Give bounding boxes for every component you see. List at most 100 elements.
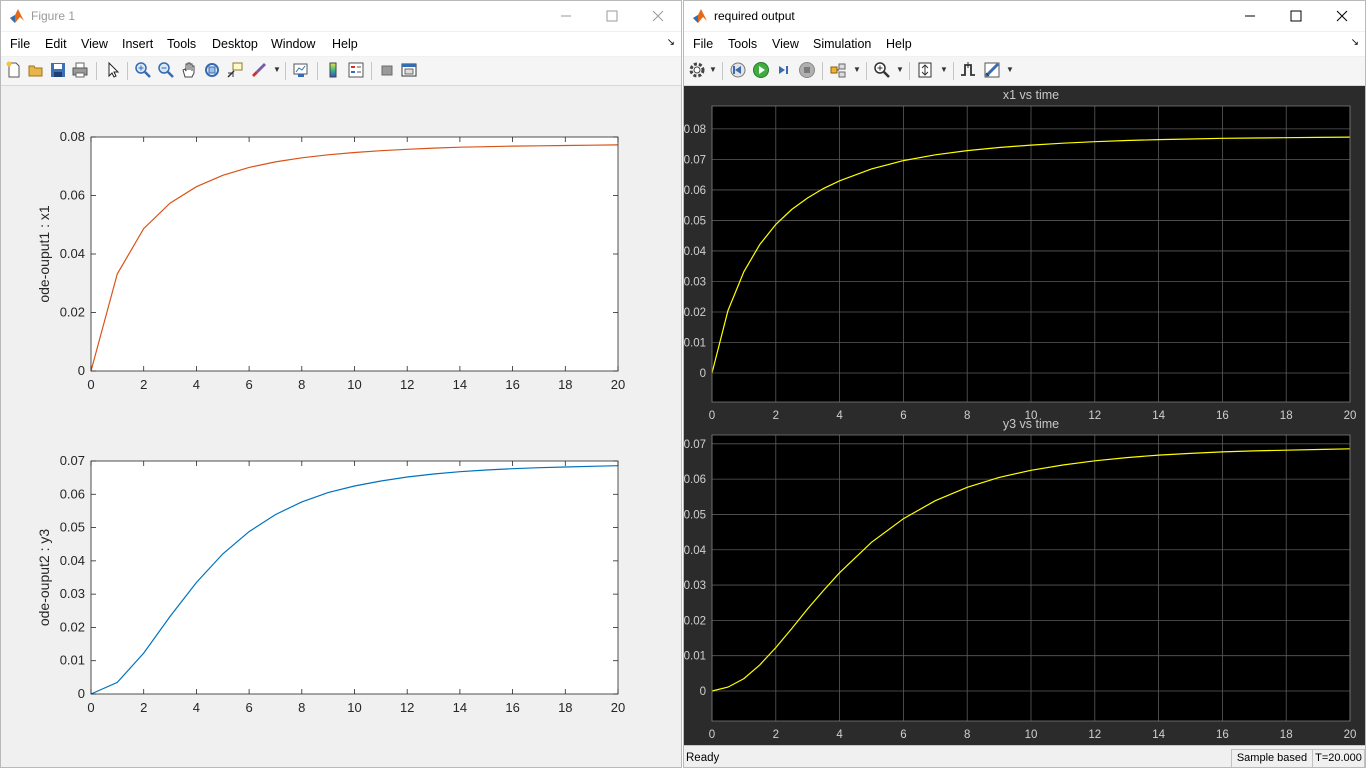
brush-icon[interactable] [250, 61, 268, 79]
measurements-dropdown-icon[interactable]: ▼ [1006, 65, 1014, 74]
figure-canvas: 0 2 4 6 8 10 12 14 16 18 20 0 0.02 0.04 0.06 0.08 ode-ou… [3, 93, 681, 767]
menu-view[interactable]: View [81, 37, 108, 51]
scale-dropdown-icon[interactable]: ▼ [940, 65, 948, 74]
link-plot-icon[interactable] [292, 61, 310, 79]
stop-icon[interactable] [798, 61, 816, 79]
zoom-dropdown-icon[interactable]: ▼ [896, 65, 904, 74]
status-ready: Ready [686, 752, 720, 764]
maximize-button[interactable] [589, 1, 635, 31]
chart-1: 0 2 4 6 8 10 12 14 16 18 20 0 0.01 0.02 0.03 0.04 0.05 0.… [36, 453, 625, 715]
settings-dropdown-icon[interactable]: ▼ [709, 65, 717, 74]
x-tick-label: 16 [1216, 729, 1229, 741]
measurements-icon[interactable] [983, 61, 1001, 79]
x-tick-label: 4 [193, 700, 200, 715]
y-tick-label: 0.06 [684, 185, 706, 197]
pan-icon[interactable] [180, 61, 198, 79]
y-tick-label: 0 [78, 686, 85, 701]
y-tick-label: 0.05 [684, 509, 706, 521]
x-tick-label: 14 [1152, 729, 1165, 741]
x-tick-label: 0 [87, 700, 94, 715]
legend-icon[interactable] [347, 61, 365, 79]
minimize-button[interactable] [543, 1, 589, 31]
brush-dropdown-icon[interactable]: ▼ [273, 65, 281, 74]
step-back-icon[interactable] [729, 61, 747, 79]
y-tick-label: 0.04 [684, 545, 707, 557]
y-axis-label: ode-ouput2 : y3 [36, 529, 52, 627]
x-tick-label: 20 [1344, 410, 1357, 422]
menu-help[interactable]: Help [332, 37, 358, 51]
x-tick-label: 16 [1216, 410, 1229, 422]
window-title: Figure 1 [31, 9, 76, 23]
menu-file[interactable]: File [10, 37, 31, 51]
plot-frame [90, 136, 619, 372]
y-tick-label: 0.07 [60, 453, 85, 468]
highlight-block-icon[interactable] [829, 61, 847, 79]
minimize-icon [1245, 15, 1255, 17]
scale-axes-icon[interactable] [916, 61, 934, 79]
settings-icon[interactable] [688, 61, 706, 79]
x-tick-label: 0 [87, 377, 94, 392]
menu-insert[interactable]: Insert [122, 37, 154, 51]
x-tick-label: 10 [1025, 729, 1038, 741]
zoom-out-icon[interactable] [157, 61, 175, 79]
zoom-in-icon[interactable] [134, 61, 152, 79]
show-plot-tools-icon[interactable] [400, 61, 418, 79]
maximize-button[interactable] [1273, 1, 1319, 31]
scope-display: 0 2 4 6 8 10 12 14 16 18 20 0 0.01 0.02 0.03 0.04 0.05 0.… [684, 86, 1365, 745]
chart-3: 0 2 4 6 8 10 12 14 16 18 20 0 0.01 0.02 0.03 0.04 0.05 0.… [684, 417, 1356, 741]
highlight-dropdown-icon[interactable]: ▼ [853, 65, 861, 74]
new-figure-icon[interactable] [5, 61, 23, 79]
scope-title-bar[interactable]: required output [684, 1, 1365, 31]
zoom-icon[interactable] [873, 61, 891, 79]
x-tick-label: 16 [505, 700, 519, 715]
status-bar: Ready Sample based T=20.000 [684, 745, 1365, 767]
save-icon[interactable] [49, 61, 67, 79]
maximize-icon [606, 10, 618, 22]
x-tick-label: 18 [1280, 410, 1293, 422]
menu-file[interactable]: File [693, 37, 714, 51]
triggers-icon[interactable] [959, 61, 977, 79]
dock-arrow-icon[interactable]: ↘ [1350, 37, 1359, 48]
x-tick-label: 12 [1088, 729, 1101, 741]
menu-tools[interactable]: Tools [728, 37, 758, 51]
pointer-icon[interactable] [104, 61, 122, 79]
data-cursor-icon[interactable] [226, 61, 244, 79]
x-tick-label: 6 [245, 377, 252, 392]
figure-title-bar[interactable]: Figure 1 [1, 1, 681, 31]
menu-view[interactable]: View [772, 37, 799, 51]
y-tick-label: 0.02 [684, 615, 706, 627]
scope-window: required output File Tools View Simulati… [683, 0, 1366, 768]
print-icon[interactable] [71, 61, 89, 79]
menu-simulation[interactable]: Simulation [813, 37, 872, 51]
menu-edit[interactable]: Edit [45, 37, 67, 51]
dock-arrow-icon[interactable]: ↘ [666, 37, 675, 48]
rotate-3d-icon[interactable] [203, 61, 221, 79]
status-time: T=20.000 [1312, 749, 1365, 767]
scope-plots: 0 2 4 6 8 10 12 14 16 18 2000.010.020.030.040.050.… [684, 88, 1357, 741]
y-tick-label: 0.04 [60, 246, 85, 261]
x-tick-label: 10 [347, 700, 361, 715]
menu-desktop[interactable]: Desktop [212, 37, 258, 51]
colorbar-icon[interactable] [324, 61, 342, 79]
run-icon[interactable] [752, 61, 770, 79]
step-forward-icon[interactable] [775, 61, 793, 79]
menu-window[interactable]: Window [271, 37, 316, 51]
x-tick-label: 6 [900, 410, 906, 422]
plot-frame [711, 434, 1351, 722]
scope-menu-bar: File Tools View Simulation Help ↘ [684, 32, 1365, 56]
figure-window: Figure 1 File Edit View Insert Tools Des… [0, 0, 682, 768]
x-tick-label: 16 [505, 377, 519, 392]
x-tick-label: 2 [773, 410, 779, 422]
hide-plot-tools-icon[interactable] [378, 61, 396, 79]
plot-area [91, 461, 618, 694]
close-button[interactable] [1319, 1, 1365, 31]
y-tick-label: 0.06 [60, 188, 85, 203]
minimize-button[interactable] [1227, 1, 1273, 31]
menu-tools[interactable]: Tools [167, 37, 197, 51]
menu-help[interactable]: Help [886, 37, 912, 51]
x-tick-label: 2 [140, 700, 147, 715]
close-button[interactable] [635, 1, 681, 31]
status-mode: Sample based [1231, 749, 1313, 767]
open-file-icon[interactable] [27, 61, 45, 79]
x-tick-label: 18 [1280, 729, 1293, 741]
